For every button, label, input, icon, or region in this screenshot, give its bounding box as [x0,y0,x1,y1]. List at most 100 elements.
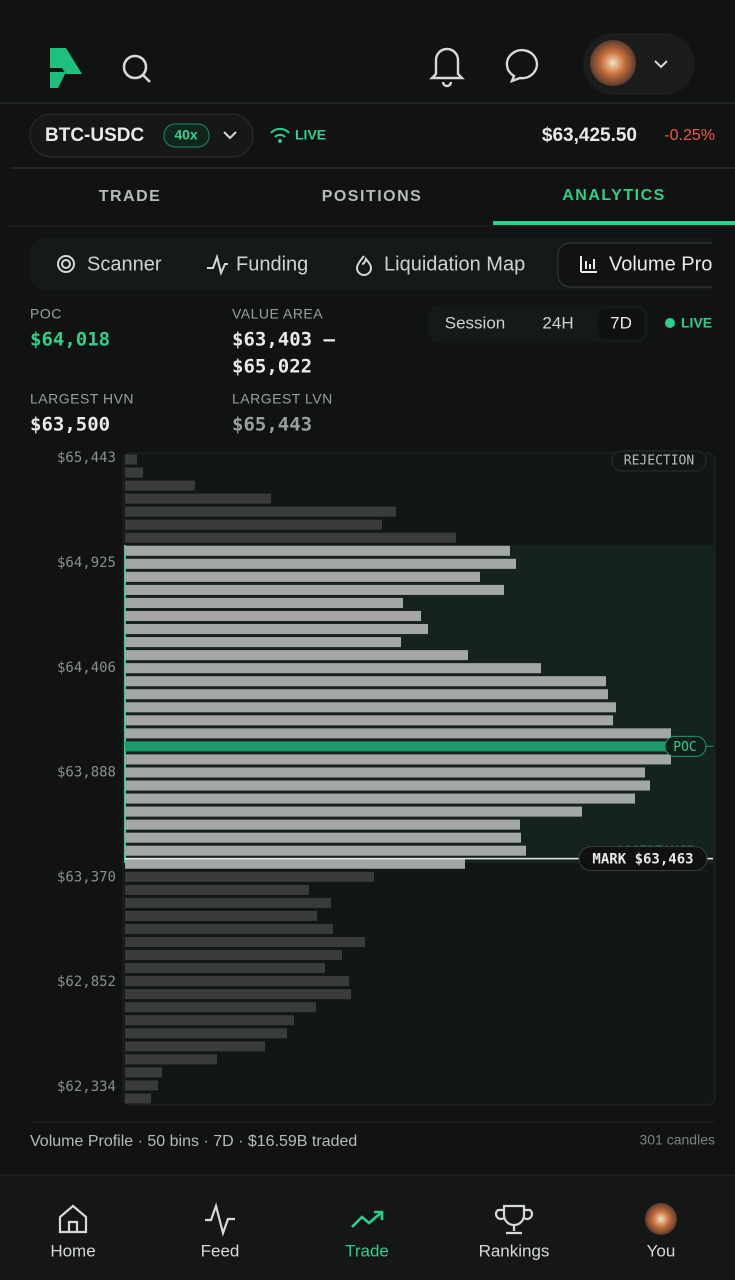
subtab-active[interactable] [557,242,735,288]
y-tick-label: $63,888 [57,765,116,781]
volume-bar [125,1067,162,1078]
volume-bar [125,493,271,504]
nav-item[interactable]: Trade [345,1241,389,1260]
tab[interactable]: POSITIONS [322,188,423,205]
y-tick-label: $62,334 [57,1079,116,1095]
volume-bar [125,884,309,895]
scanner-icon [57,255,75,273]
nav-item[interactable]: Rankings [479,1241,550,1260]
logo[interactable] [50,48,82,74]
volume-bar [125,989,351,1000]
price-change: -0.25% [664,127,715,144]
volume-bar [125,702,616,713]
volume-bar [125,754,671,765]
feed-icon [205,1202,235,1237]
leverage: 40x [174,127,198,143]
home-icon [58,1204,88,1234]
volume-bar [125,584,504,595]
chevron [654,60,668,69]
nav-item[interactable]: Feed [201,1241,240,1260]
tab-active[interactable]: ANALYTICS [562,187,666,204]
volume-bar [125,728,671,739]
search-icon[interactable] [122,54,151,83]
annotation: POC [673,740,696,755]
volume-bar [125,963,325,974]
chat-icon[interactable] [505,48,539,84]
volume-bar [125,1080,158,1091]
avatar [590,40,636,86]
footer-candles: 301 candles [639,1132,715,1148]
volume-icon [580,256,597,273]
volume-bar [125,597,403,608]
tab[interactable]: TRADE [99,188,162,205]
symbol: BTC-USDC [45,125,144,146]
volume-bar [125,1028,287,1039]
volume-bar [125,650,468,661]
volume-bar [125,467,143,478]
volume-bar [125,1002,316,1013]
nav-item[interactable]: You [647,1241,676,1260]
range-active [598,309,644,339]
volume-bar [125,1054,217,1065]
y-tick-label: $64,406 [57,660,116,676]
volume-bar [125,858,465,869]
stat-value: $65,022 [232,356,312,378]
live-status: LIVE [681,315,712,331]
mark-badge [578,846,708,872]
volume-bar [125,480,195,491]
volume-bar [125,558,516,569]
logo-part [50,72,66,88]
y-tick-label: $62,852 [57,974,116,990]
volume-bar [125,676,606,687]
subtab[interactable]: Liquidation Map [384,253,525,275]
volume-bar [125,806,582,817]
volume-bar [125,545,510,556]
volume-bar [125,819,520,830]
volume-bar [125,663,541,674]
funding-icon [207,253,228,277]
wifi-icon [270,127,290,143]
volume-bar [125,610,421,622]
subtab[interactable]: Funding [236,253,308,275]
tab-underline [493,221,735,225]
chevron [223,131,237,140]
volume-bar [125,689,608,700]
volume-bar [125,923,333,934]
range-option[interactable]: 24H [542,313,573,332]
volume-bar [125,871,374,882]
liquidation-icon [355,255,373,276]
volume-bar [125,845,526,856]
nav-item[interactable]: Home [50,1241,95,1260]
bell-icon[interactable] [429,47,465,88]
trade-icon [351,1211,383,1228]
annotation: REJECTION [624,454,694,469]
stat-label: LARGEST HVN [30,391,134,407]
stat-value: $65,443 [232,414,312,436]
range-option[interactable]: Session [445,313,505,332]
volume-bar [125,897,331,908]
y-tick-label: $64,925 [57,555,116,571]
live-dot [665,318,675,328]
stat-label: POC [30,306,62,322]
trade-icon-arrow [374,1210,384,1220]
volume-bar [125,910,317,921]
y-tick-label: $65,443 [57,450,116,466]
volume-bar [125,780,650,791]
subtab[interactable]: Scanner [87,253,162,275]
volume-bar [125,976,349,987]
volume-bar [125,532,456,543]
stat-label: LARGEST LVN [232,391,333,407]
volume-bar [125,1015,294,1026]
stat-value: $64,018 [30,329,110,351]
range-option[interactable]: 7D [610,313,632,332]
leverage-badge [163,123,210,148]
volume-bar [125,936,365,948]
subtab: Volume Pro [609,253,712,275]
nav-avatar [645,1203,677,1235]
volume-bar [125,715,613,726]
mark-label: MARK $63,463 [592,852,693,868]
y-tick-label: $63,370 [57,869,116,885]
footer-summary: Volume Profile · 50 bins · 7D · $16.59B … [30,1133,357,1150]
